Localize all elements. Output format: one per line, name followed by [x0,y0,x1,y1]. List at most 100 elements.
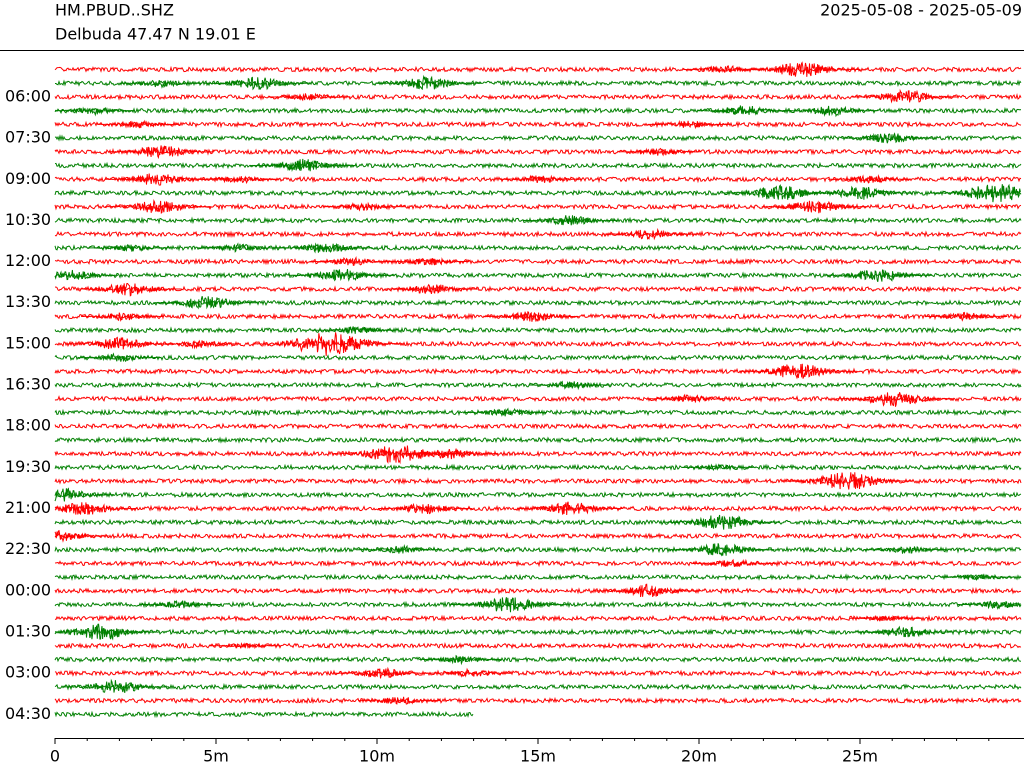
y-tick-label: 15:00 [5,333,51,352]
trace [54,504,1022,513]
event-burst [104,173,211,186]
trace [54,298,1022,307]
trace [54,65,1022,74]
event-burst [647,393,731,403]
event-burst [196,242,280,253]
trace [54,573,1022,582]
event-burst [77,352,161,363]
event-burst [517,501,624,515]
event-burst [332,666,428,679]
event-burst [54,623,160,641]
y-tick-label: 04:30 [5,704,51,723]
y-tick-label: 09:00 [5,169,51,188]
event-burst [309,256,393,266]
y-tick-label: 21:00 [5,498,51,517]
trace [54,326,1022,335]
y-tick-label: 13:30 [5,292,51,311]
event-burst [836,392,954,407]
x-tick-label: 10m [359,747,395,766]
y-tick-label: 18:00 [5,416,51,435]
date-range: 2025-05-08 - 2025-05-09 [820,1,1022,20]
x-tick-label: 15m [520,747,556,766]
trace [54,408,1022,417]
trace [54,271,1022,280]
event-burst [743,61,861,77]
event-burst [603,227,698,241]
event-burst [419,654,502,666]
trace [54,545,1022,554]
trace [54,134,1022,142]
event-burst [104,199,211,214]
event-burst [54,106,135,117]
trace [54,642,1022,650]
trace [54,367,1022,376]
event-burst [87,243,171,252]
event-burst [153,296,260,310]
event-burst [357,543,441,554]
y-tick-label: 10:30 [5,210,51,229]
trace [54,202,1022,211]
event-burst [357,696,441,705]
trace [54,614,1022,623]
trace [54,696,1022,705]
event-burst [594,583,701,598]
event-burst [863,545,947,554]
event-burst [783,105,879,118]
event-burst [499,174,583,184]
trace [54,710,474,719]
trace [54,422,1022,430]
chart-subtitle: Delbuda 47.47 N 19.01 E [55,25,256,44]
trace [54,93,1022,101]
trace [54,147,1022,156]
trace [54,435,1022,444]
event-burst [682,463,754,471]
event-burst [826,269,933,282]
chart-title: HM.PBUD..SHZ [55,1,174,20]
event-burst [828,174,911,184]
trace [54,353,1022,362]
event-burst [278,242,373,254]
event-burst [249,158,356,172]
x-tick-label: 25m [842,747,878,766]
event-burst [54,269,119,281]
y-tick-label: 19:30 [5,457,51,476]
event-burst [54,487,115,502]
event-burst [267,92,351,102]
x-tick-label: 20m [681,747,717,766]
event-burst [384,283,479,295]
event-burst [720,184,839,200]
event-burst [956,600,1021,610]
event-burst [683,65,766,73]
event-burst [668,543,775,557]
event-burst [288,268,395,282]
y-tick-label: 01:30 [5,622,51,641]
event-burst [375,74,482,91]
trace [54,161,1022,170]
trace [54,655,1022,664]
trace [54,490,1022,499]
event-burst [196,175,280,185]
event-burst [857,625,953,638]
event-burst [108,145,215,160]
event-burst [647,119,731,130]
event-burst [428,667,512,678]
event-burst [782,472,912,490]
event-burst [97,119,180,129]
event-burst [841,132,937,144]
trace [54,189,1022,197]
trace [54,394,1022,403]
event-burst [403,448,499,460]
event-burst [806,185,913,200]
event-burst [692,558,776,568]
y-tick-label: 22:30 [5,539,51,558]
event-burst [930,183,1021,203]
event-burst [696,105,792,116]
event-burst [450,597,568,613]
trace [54,257,1022,266]
event-burst [464,407,547,418]
event-burst [618,147,702,157]
y-tick-label: 06:00 [5,86,51,105]
event-burst [54,502,137,515]
